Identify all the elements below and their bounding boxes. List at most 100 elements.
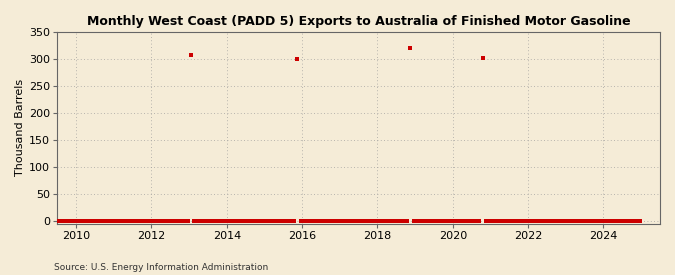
Point bbox=[556, 219, 566, 223]
Point bbox=[424, 218, 435, 223]
Point bbox=[380, 218, 391, 223]
Point bbox=[151, 219, 161, 223]
Point bbox=[392, 218, 403, 223]
Point bbox=[82, 219, 92, 223]
Point bbox=[329, 218, 340, 223]
Point bbox=[179, 218, 190, 223]
Point bbox=[69, 219, 80, 223]
Point bbox=[408, 218, 419, 223]
Point bbox=[245, 219, 256, 223]
Point bbox=[201, 219, 212, 223]
Point bbox=[78, 219, 89, 223]
Point bbox=[261, 218, 271, 223]
Point bbox=[304, 219, 315, 223]
Point bbox=[59, 219, 70, 223]
Point bbox=[176, 218, 187, 223]
Point bbox=[433, 218, 444, 223]
Point bbox=[603, 218, 614, 223]
Point bbox=[468, 219, 479, 223]
Point bbox=[452, 218, 463, 223]
Point bbox=[597, 219, 608, 223]
Point bbox=[396, 218, 406, 223]
Point bbox=[44, 219, 55, 223]
Point bbox=[85, 219, 96, 223]
Point bbox=[618, 218, 629, 223]
Point bbox=[631, 218, 642, 223]
Point bbox=[574, 219, 585, 223]
Point bbox=[129, 219, 140, 223]
Point bbox=[537, 219, 547, 223]
Point bbox=[509, 219, 520, 223]
Point bbox=[580, 219, 591, 223]
Point bbox=[383, 218, 394, 223]
Point bbox=[167, 219, 178, 223]
Point bbox=[483, 219, 494, 223]
Point bbox=[50, 219, 61, 223]
Point bbox=[308, 218, 319, 223]
Point bbox=[496, 219, 507, 223]
Point bbox=[53, 219, 64, 223]
Point bbox=[606, 219, 617, 223]
Point bbox=[211, 219, 221, 223]
Point bbox=[248, 219, 259, 223]
Point bbox=[348, 218, 359, 223]
Text: Source: U.S. Energy Information Administration: Source: U.S. Energy Information Administ… bbox=[54, 263, 268, 272]
Point bbox=[91, 219, 102, 223]
Point bbox=[273, 218, 284, 223]
Point bbox=[66, 219, 77, 223]
Point bbox=[518, 219, 529, 223]
Point bbox=[144, 219, 155, 223]
Point bbox=[458, 218, 469, 223]
Point bbox=[414, 218, 425, 223]
Point bbox=[135, 219, 146, 223]
Point bbox=[88, 219, 99, 223]
Point bbox=[358, 218, 369, 223]
Point bbox=[421, 218, 431, 223]
Point bbox=[104, 219, 115, 223]
Point bbox=[217, 218, 227, 223]
Point bbox=[126, 219, 136, 223]
Point bbox=[449, 218, 460, 223]
Point bbox=[198, 219, 209, 223]
Point bbox=[267, 218, 277, 223]
Point bbox=[427, 218, 438, 223]
Point bbox=[584, 219, 595, 223]
Point bbox=[487, 219, 497, 223]
Point bbox=[239, 218, 250, 223]
Point bbox=[336, 218, 347, 223]
Point bbox=[97, 219, 108, 223]
Point bbox=[521, 218, 532, 223]
Point bbox=[57, 219, 68, 223]
Point bbox=[317, 218, 328, 223]
Point bbox=[72, 219, 83, 223]
Point bbox=[609, 218, 620, 223]
Point bbox=[182, 218, 193, 223]
Point bbox=[160, 219, 171, 223]
Point bbox=[169, 219, 180, 223]
Point bbox=[515, 219, 526, 223]
Point bbox=[132, 219, 142, 223]
Point bbox=[430, 218, 441, 223]
Point bbox=[327, 218, 338, 223]
Title: Monthly West Coast (PADD 5) Exports to Australia of Finished Motor Gasoline: Monthly West Coast (PADD 5) Exports to A… bbox=[87, 15, 630, 28]
Point bbox=[113, 219, 124, 223]
Point bbox=[355, 218, 366, 223]
Point bbox=[371, 218, 381, 223]
Point bbox=[141, 218, 152, 223]
Point bbox=[163, 219, 174, 223]
Point bbox=[500, 219, 510, 223]
Point bbox=[339, 219, 350, 223]
Point bbox=[204, 218, 215, 223]
Point bbox=[110, 219, 121, 223]
Point bbox=[411, 218, 422, 223]
Point bbox=[612, 218, 623, 223]
Point bbox=[587, 219, 598, 223]
Point bbox=[446, 219, 456, 223]
Point bbox=[310, 218, 321, 223]
Point bbox=[464, 219, 475, 223]
Point bbox=[599, 219, 610, 223]
Point bbox=[157, 219, 168, 223]
Point bbox=[405, 45, 416, 50]
Point bbox=[283, 218, 294, 223]
Point bbox=[292, 57, 303, 61]
